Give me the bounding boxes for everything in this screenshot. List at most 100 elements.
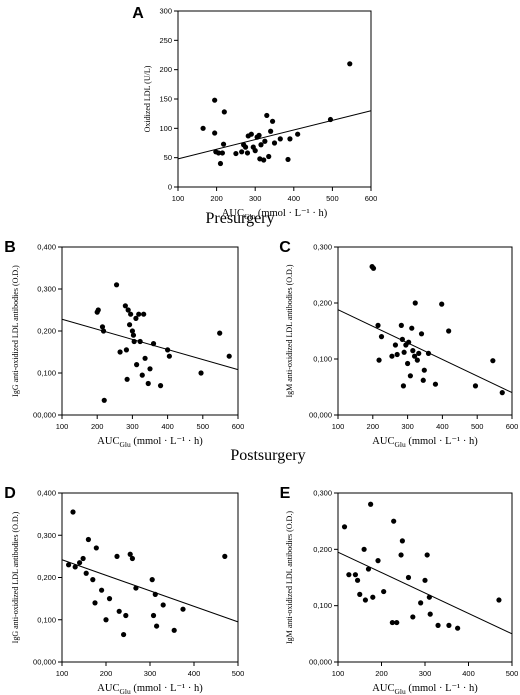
data-point-e xyxy=(354,577,361,583)
data-point-c xyxy=(412,300,418,306)
data-point-c xyxy=(394,351,400,358)
plot-frame-c xyxy=(337,246,513,416)
y-tick-label-a: 50 xyxy=(164,153,172,162)
data-point-d xyxy=(106,596,113,602)
x-tick-label-d: 300 xyxy=(144,669,157,678)
data-point-c xyxy=(432,381,439,387)
data-point-d xyxy=(80,555,86,562)
y-tick-label-e: 0,100 xyxy=(313,601,332,610)
y-axis-label-a: Oxidized LDL (U/L) xyxy=(143,65,152,132)
data-point-e xyxy=(391,518,397,524)
x-tick-label-b: 200 xyxy=(91,422,104,431)
section-label-presurgery: Presurgery xyxy=(205,210,274,227)
data-point-e xyxy=(446,622,452,628)
panel-letter-b: B xyxy=(4,239,16,256)
data-point-c xyxy=(398,322,404,328)
data-point-c xyxy=(370,265,377,271)
data-point-a xyxy=(261,157,267,163)
y-tick-label-c: 0,300 xyxy=(313,243,332,252)
data-point-b xyxy=(147,366,153,372)
data-point-e xyxy=(389,619,395,626)
data-point-b xyxy=(141,311,147,317)
data-point-a xyxy=(256,132,262,138)
data-point-b xyxy=(99,324,106,330)
data-point-b xyxy=(226,353,232,359)
x-axis-label-c: AUCGlu (mmol · L⁻¹ · h) xyxy=(372,436,478,449)
y-tick-label-b: 0,300 xyxy=(37,285,56,294)
data-point-e xyxy=(496,597,502,603)
x-tick-label-d: 400 xyxy=(188,669,201,678)
data-point-c xyxy=(400,383,407,389)
data-point-d xyxy=(154,623,160,629)
trend-line-b xyxy=(61,318,239,371)
plot-frame-b xyxy=(61,246,239,416)
data-point-d xyxy=(123,612,129,619)
plot-frame-d xyxy=(61,492,239,663)
data-point-e xyxy=(357,591,363,598)
x-tick-label-c: 100 xyxy=(332,422,345,431)
x-tick-label-e: 500 xyxy=(506,669,519,678)
y-tick-label-c: 0,200 xyxy=(313,299,332,308)
plot-frame-a xyxy=(177,10,372,188)
y-tick-label-a: 0 xyxy=(168,183,172,192)
y-tick-label-a: 100 xyxy=(159,124,172,133)
data-point-d xyxy=(103,617,109,623)
x-axis-label-e: AUCGlu (mmol · L⁻¹ · h) xyxy=(372,683,478,695)
data-point-e xyxy=(365,566,372,572)
x-axis-label-d: AUCGlu (mmol · L⁻¹ · h) xyxy=(97,683,203,695)
data-point-e xyxy=(381,588,387,595)
data-point-d xyxy=(92,600,98,606)
data-point-d xyxy=(121,631,127,638)
y-axis-label-b: IgG anti-oxidized LDL antibodies (O.D.) xyxy=(11,265,20,397)
data-point-d xyxy=(99,587,105,593)
data-point-a xyxy=(220,141,227,147)
data-point-a xyxy=(212,97,218,103)
data-point-b xyxy=(124,376,130,382)
x-tick-label-c: 300 xyxy=(401,422,414,431)
data-point-e xyxy=(370,594,376,600)
data-point-b xyxy=(134,362,140,368)
x-tick-label-a: 100 xyxy=(172,194,185,203)
data-point-a xyxy=(271,140,278,146)
data-point-b xyxy=(133,315,139,321)
data-point-c xyxy=(411,353,418,359)
plot-frame-e xyxy=(337,492,513,663)
data-point-d xyxy=(77,560,83,566)
data-point-b xyxy=(157,383,164,389)
data-point-b xyxy=(136,311,142,317)
y-tick-label-a: 200 xyxy=(159,65,172,74)
data-point-e xyxy=(341,524,348,530)
data-point-b xyxy=(145,380,151,387)
data-point-b xyxy=(166,353,172,359)
y-tick-label-d: 0,300 xyxy=(37,531,56,540)
data-point-b xyxy=(131,338,137,345)
data-point-c xyxy=(401,349,407,355)
data-point-a xyxy=(221,109,227,115)
x-tick-label-d: 100 xyxy=(56,669,69,678)
data-point-d xyxy=(70,509,76,515)
data-point-e xyxy=(361,546,367,552)
data-point-d xyxy=(83,570,89,576)
data-point-b xyxy=(129,328,135,334)
trend-line-c xyxy=(337,309,513,394)
x-tick-label-b: 600 xyxy=(232,422,245,431)
data-point-e xyxy=(427,611,433,617)
data-point-b xyxy=(125,307,131,313)
data-point-d xyxy=(90,577,96,583)
data-point-e xyxy=(398,552,404,558)
data-point-b xyxy=(217,330,223,336)
data-point-c xyxy=(499,390,505,396)
data-point-c xyxy=(425,350,432,356)
data-point-b xyxy=(122,303,128,309)
data-point-e xyxy=(362,597,369,603)
data-point-b xyxy=(139,372,145,378)
data-point-a xyxy=(212,130,218,136)
data-point-e xyxy=(346,572,352,578)
data-point-b xyxy=(117,349,123,355)
data-point-e xyxy=(426,594,432,600)
data-point-d xyxy=(180,606,186,612)
data-point-c xyxy=(410,348,416,354)
data-point-e xyxy=(405,574,412,581)
y-tick-label-e: 0,200 xyxy=(313,545,332,554)
y-tick-label-e: 00,000 xyxy=(309,658,332,667)
